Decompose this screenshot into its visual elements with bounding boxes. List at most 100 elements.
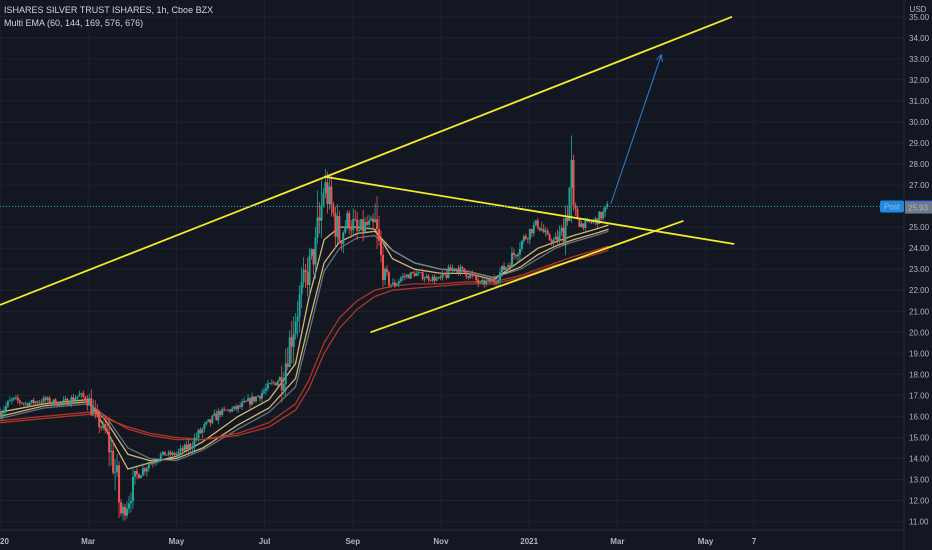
candle-body [362, 219, 365, 232]
candle-body [76, 396, 79, 399]
candle-body [66, 398, 69, 405]
time-axis[interactable]: 2020 Mar May Jul Sep Nov 2021 Mar May 7 [0, 529, 904, 546]
candle-body [68, 404, 71, 405]
candle-body [211, 415, 214, 423]
candle-body [471, 274, 474, 276]
projection-arrow[interactable] [610, 53, 663, 205]
x-tick-label: Mar [81, 537, 95, 546]
x-tick-label: 2021 [520, 537, 538, 546]
candle-body [181, 448, 184, 451]
candle-body [233, 406, 236, 409]
candle-body [139, 475, 142, 479]
candle-body [570, 159, 573, 188]
candle-body [256, 395, 259, 397]
candle-body [546, 230, 549, 235]
candle-body [268, 383, 271, 385]
candle-body [137, 474, 140, 479]
candle-body [397, 281, 400, 284]
candle-body [185, 444, 188, 450]
candle-body [195, 437, 198, 439]
candle-body [179, 448, 182, 452]
candle-body [308, 255, 311, 285]
ascending-support-line [370, 219, 684, 334]
candle-body [264, 388, 267, 391]
candle-body [292, 334, 295, 347]
y-tick-label: 27.00 [909, 181, 930, 190]
candle-body [568, 187, 571, 221]
candle-body [112, 450, 115, 473]
post-label: Post [884, 203, 901, 212]
candle-body [491, 278, 494, 282]
candle-body [78, 394, 81, 397]
candle-body [395, 283, 398, 286]
candle-body [82, 393, 85, 397]
candle-body [562, 227, 565, 246]
upper-channel-line [0, 15, 733, 306]
y-tick-label: 11.00 [909, 518, 929, 527]
candle-body [594, 218, 597, 221]
candle-body [598, 211, 601, 225]
candle-body [207, 419, 210, 422]
candle-body [378, 229, 381, 241]
candle-body [312, 249, 315, 265]
candle-body [409, 272, 412, 279]
candle-body [183, 444, 186, 451]
candle-body [124, 506, 127, 516]
candle-body [167, 452, 170, 455]
candle-body [294, 321, 297, 335]
candle-body [213, 413, 216, 416]
candle-body [556, 236, 559, 241]
candle-body [131, 476, 134, 502]
candle-body [381, 254, 384, 281]
candle-body [247, 398, 250, 402]
candle-body [314, 237, 317, 265]
candle-body [258, 395, 261, 399]
candle-body [350, 228, 353, 231]
candle-body [56, 405, 59, 406]
candle-body [149, 463, 152, 465]
candle-body [38, 401, 41, 403]
candle-body [578, 219, 581, 227]
candle-body [407, 274, 410, 279]
x-tick-label: Jul [259, 537, 271, 546]
candle-body [489, 278, 492, 282]
indicator-label[interactable]: Multi EMA (60, 144, 169, 576, 676) [4, 18, 144, 28]
candle-body [370, 218, 373, 221]
symbol-title[interactable]: ISHARES SILVER TRUST ISHARES, 1h, Cboe B… [4, 5, 214, 15]
candle-body [122, 506, 125, 514]
candle-body [50, 402, 53, 404]
candle-body [322, 193, 325, 206]
candle-body [310, 249, 313, 256]
candle-body [467, 276, 470, 278]
candle-body [110, 450, 113, 453]
candle-body [193, 437, 196, 448]
candle-body [266, 383, 269, 389]
candle-body [221, 408, 224, 416]
candle-body [326, 182, 329, 205]
candle-body [437, 277, 440, 279]
candle-body [544, 230, 547, 233]
candle-body [423, 278, 426, 280]
candle-body [552, 239, 555, 243]
x-tick-label: Mar [610, 537, 624, 546]
candle-body [560, 227, 563, 232]
candle-body [487, 278, 490, 281]
candle-body [538, 227, 541, 231]
post-badge [880, 200, 904, 213]
candle-body [372, 218, 375, 222]
candle-body [393, 282, 396, 286]
candle-body [582, 223, 585, 229]
candle-body [584, 220, 587, 229]
candle-body [576, 208, 579, 220]
candle-body [503, 265, 506, 271]
candle-body [2, 410, 5, 414]
candle-body [429, 280, 432, 281]
candle-body [157, 460, 160, 462]
trend-lines[interactable] [0, 15, 735, 334]
candle-body [62, 399, 65, 404]
candle-body [433, 276, 436, 281]
candle-body [114, 472, 117, 474]
candle-body [479, 281, 482, 283]
